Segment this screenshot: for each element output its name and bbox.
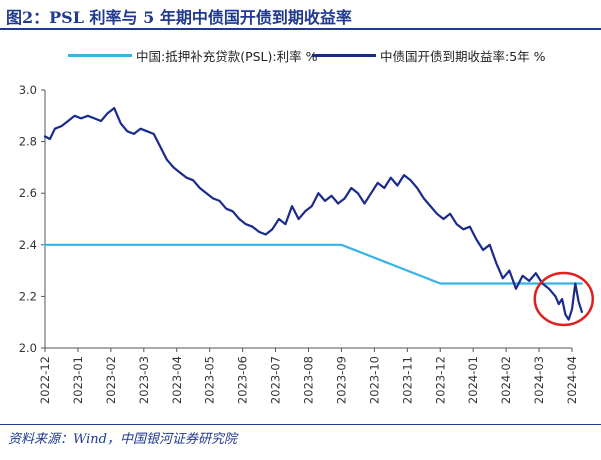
legend-item-psl: 中国:抵押补充贷款(PSL):利率 % [68,46,317,65]
x-tick-label: 2023-11 [400,356,414,404]
x-tick-label: 2022-12 [38,356,52,404]
legend-label-psl: 中国:抵押补充贷款(PSL):利率 % [136,49,318,64]
x-tick-label: 2023-09 [334,356,348,404]
y-tick-label: 3.0 [19,83,37,97]
y-tick-label: 2.4 [19,238,37,252]
x-tick-label: 2023-06 [236,356,250,404]
line-chart: 2.0 2.2 2.4 2.6 2.8 3.0 2022-12 2023-01 2023-02 2… [19,83,595,404]
series-line-cdb [43,106,584,321]
source-divider [0,424,601,425]
x-tick-label: 2024-04 [565,356,579,404]
x-tick-label: 2023-01 [71,356,85,404]
y-tick-label: 2.0 [19,341,37,355]
highlight-circle [533,271,595,327]
x-tick-label: 2023-08 [302,356,316,404]
y-tick-label: 2.2 [19,289,37,303]
x-tick-label: 2023-10 [367,356,381,404]
x-tick-label: 2024-01 [466,356,480,404]
source-note: 资料来源：Wind，中国银河证券研究院 [8,432,237,447]
legend-item-cdb: 中债国开债到期收益率:5年 % [312,46,546,65]
chart-legend: 中国:抵押补充贷款(PSL):利率 % 中债国开债到期收益率:5年 % [0,46,601,68]
x-tick-label: 2024-02 [499,356,513,404]
x-tick-label: 2023-02 [104,356,118,404]
x-tick-label: 2023-04 [170,356,184,404]
x-tick-label: 2023-12 [433,356,447,404]
chart-title: 图2：PSL 利率与 5 年期中债国开债到期收益率 [6,8,352,27]
x-tick-label: 2023-03 [137,356,151,404]
y-tick-label: 2.6 [19,186,37,200]
series-line-psl [43,243,584,285]
legend-swatch-cdb [312,54,376,57]
x-tick-label: 2023-05 [203,356,217,404]
title-divider [0,28,601,30]
y-tick-label: 2.8 [19,135,37,149]
x-tick-label: 2024-03 [532,356,546,404]
x-tick-label: 2023-07 [269,356,283,404]
legend-swatch-psl [68,54,132,57]
legend-label-cdb: 中债国开债到期收益率:5年 % [380,49,546,64]
